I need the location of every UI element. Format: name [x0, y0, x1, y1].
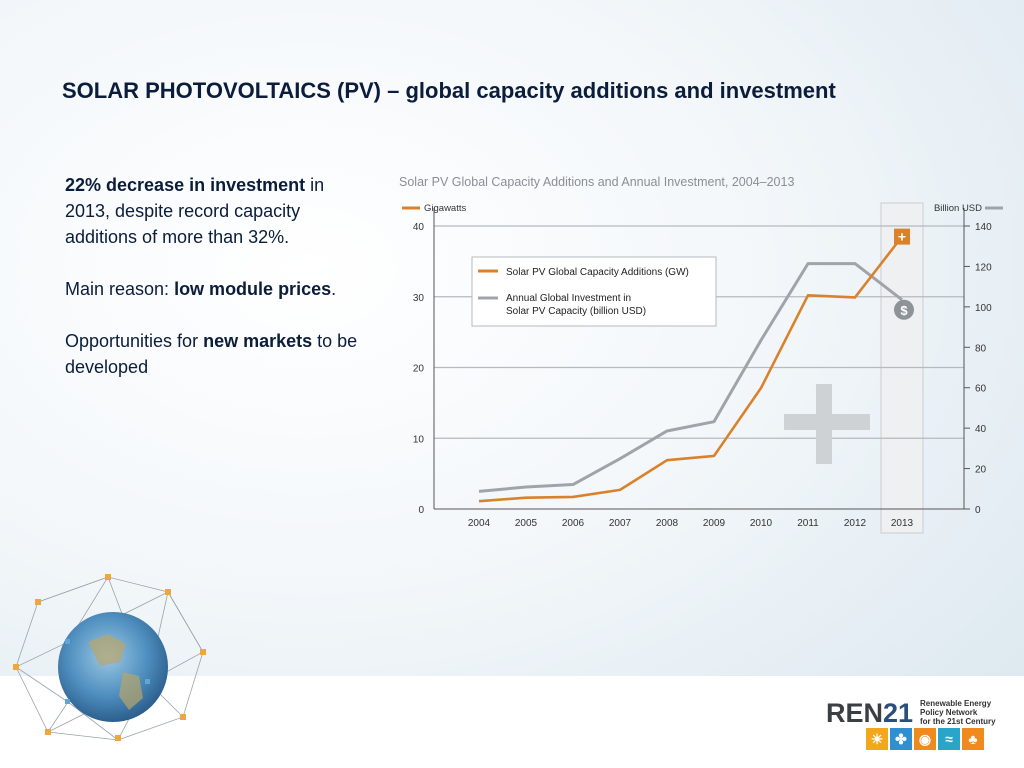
ren21-tagline-1: Renewable Energy [920, 699, 992, 708]
decorative-plus [784, 384, 870, 464]
plus-marker [894, 228, 910, 245]
x-tick-label: 2006 [562, 518, 585, 529]
solar-icon: ☀ [866, 728, 888, 750]
bullet-1-text: in 2013, despite record capacity additio… [65, 175, 325, 247]
left-axis-label: Gigawatts [424, 203, 466, 214]
plus-marker-label: + [898, 229, 906, 245]
bullet-2-lead: Main reason: [65, 279, 175, 299]
solar-pv-chart: Solar PV Global Capacity Additions and A… [399, 175, 1003, 534]
left-tick-label: 0 [418, 505, 424, 516]
x-tick-label: 2011 [797, 518, 819, 529]
globe-network-logo [13, 574, 206, 741]
right-axis-label: Billion USD [934, 203, 982, 214]
legend-box [471, 256, 717, 327]
bullet-3-text: to be developed [65, 331, 358, 377]
left-tick-label: 20 [413, 364, 425, 375]
legend-label-investment-1: Annual Global Investment in [506, 293, 631, 304]
geothermal-icon: ♣ [962, 728, 984, 750]
dollar-marker [894, 299, 914, 320]
right-tick-label: 140 [975, 222, 992, 233]
x-tick-label: 2005 [515, 518, 538, 529]
bio-icon: ◉ [914, 728, 936, 750]
slide-title: SOLAR PHOTOVOLTAICS (PV) – global capaci… [62, 78, 836, 103]
bullet-list: 22% decrease in investment in 2013, desp… [65, 172, 365, 406]
left-tick-label: 40 [413, 222, 425, 233]
right-tick-label: 120 [975, 262, 992, 273]
chart-title: Solar PV Global Capacity Additions and A… [399, 175, 794, 189]
x-tick-label: 2004 [468, 518, 491, 529]
wind-icon: ✤ [890, 728, 912, 750]
right-tick-label: 100 [975, 303, 992, 314]
x-tick-label: 2009 [703, 518, 726, 529]
ren21-tagline: Renewable Energy Policy Network for the … [920, 699, 1015, 726]
bullet-3-bold: new markets [203, 331, 313, 351]
right-tick-label: 20 [975, 465, 987, 476]
ren21-logo: REN21 Renewable Energy Policy Network fo… [822, 696, 1012, 756]
right-tick-label: 80 [975, 343, 987, 354]
legend-label-investment-2: Solar PV Capacity (billion USD) [506, 306, 646, 317]
bullet-2-text: . [331, 279, 337, 299]
capacity-line [478, 235, 904, 503]
bullet-1-bold: 22% decrease in investment [65, 175, 306, 195]
right-tick-label: 0 [975, 505, 981, 516]
x-tick-label: 2008 [656, 518, 679, 529]
left-tick-label: 10 [413, 434, 425, 445]
right-tick-label: 60 [975, 384, 987, 395]
bullet-3-lead: Opportunities for [65, 331, 204, 351]
x-tick-label: 2007 [609, 518, 632, 529]
left-tick-label: 30 [413, 293, 425, 304]
investment-line [478, 262, 903, 493]
water-icon: ≈ [938, 728, 960, 750]
right-tick-label: 40 [975, 424, 987, 435]
dollar-marker-label: $ [900, 303, 908, 318]
footer-band [0, 676, 1024, 768]
bullet-2: Main reason: low module prices. [65, 276, 365, 302]
bullet-2-bold: low module prices [174, 279, 332, 299]
x-tick-label: 2010 [750, 518, 773, 529]
bullet-3: Opportunities for new markets to be deve… [65, 328, 365, 380]
x-tick-label: 2013 [891, 518, 914, 529]
ren21-energy-icons: ☀ ✤ ◉ ≈ ♣ [866, 728, 984, 750]
legend-label-capacity: Solar PV Global Capacity Additions (GW) [506, 267, 689, 278]
ren21-wordmark-ren: REN [826, 698, 884, 728]
ren21-tagline-2: Policy Network [920, 708, 978, 717]
ren21-wordmark-21: 21 [883, 698, 914, 728]
bullet-1: 22% decrease in investment in 2013, desp… [65, 172, 365, 250]
ren21-wordmark: REN21 [826, 698, 913, 729]
x-tick-label: 2012 [844, 518, 867, 529]
ren21-tagline-3: for the 21st Century [920, 717, 996, 726]
